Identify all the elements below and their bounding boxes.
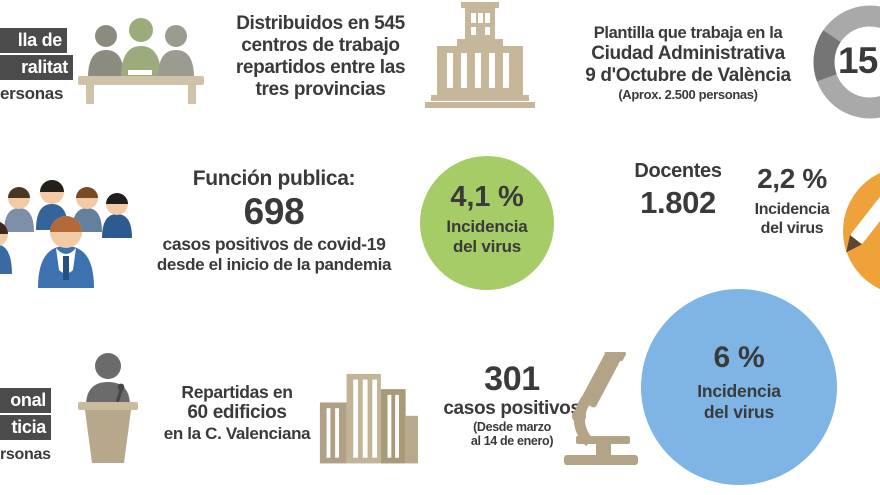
office-buildings-icon bbox=[319, 373, 418, 464]
government-building-icon bbox=[425, 2, 535, 108]
incidencia-justicia-line-1: Incidencia bbox=[697, 381, 781, 401]
incidencia-docentes-text: 2,2 % Incidencia del virus bbox=[737, 163, 847, 239]
incidencia-justicia-value: 6 % bbox=[713, 341, 765, 374]
docentes-text: Docentes 1.802 bbox=[618, 160, 738, 221]
casos-justicia-value: 301 bbox=[484, 360, 540, 398]
incidencia-justicia-line-2: del virus bbox=[703, 402, 775, 422]
ciudad-administrativa-text: Plantilla que trabaja en la Ciudad Admin… bbox=[564, 24, 812, 102]
edificios-line-3: en la C. Valenciana bbox=[163, 424, 311, 444]
funcion-publica-line-2: desde el inicio de la pandemia bbox=[156, 254, 392, 274]
podium-speaker-icon bbox=[78, 353, 138, 463]
microscope-icon bbox=[564, 352, 638, 465]
generalitat-tag-line2: ralitat bbox=[0, 55, 73, 80]
casos-justicia-line-2: (Desde marzo bbox=[473, 419, 551, 434]
incidencia-funcion-line-2: del virus bbox=[452, 237, 522, 256]
pencil-icon bbox=[846, 190, 880, 253]
funcion-publica-text: Función publica: 698 casos positivos de … bbox=[134, 167, 414, 274]
casos-justicia-line-1: casos positivos bbox=[443, 397, 581, 419]
incidencia-funcion-line-1: Incidencia bbox=[446, 217, 528, 236]
funcion-publica-title: Función publica: bbox=[192, 167, 356, 190]
justicia-personas-partial: rsonas bbox=[0, 446, 51, 463]
justicia-tag-line2: ticia bbox=[0, 415, 51, 440]
incidencia-docentes-line-2: del virus bbox=[760, 220, 824, 238]
incidencia-justicia-circle: 6 % Incidencia del virus bbox=[641, 289, 837, 485]
docentes-title: Docentes bbox=[634, 160, 722, 182]
edificios-line-1: Repartidas en bbox=[181, 382, 293, 402]
public-workers-group-icon bbox=[0, 180, 132, 288]
incidencia-docentes-value: 2,2 % bbox=[757, 163, 827, 194]
distribution-line-4: tres provincias bbox=[255, 79, 386, 101]
incidencia-funcion-circle: 4,1 % Incidencia del virus bbox=[420, 156, 554, 290]
casos-justicia-text: 301 casos positivos (Desde marzo al 14 d… bbox=[422, 360, 602, 449]
generalitat-tag-line1: lla de bbox=[0, 28, 67, 53]
distribution-line-3: repartidos entre las bbox=[235, 57, 406, 79]
distribution-text: Distribuidos en 545 centros de trabajo r… bbox=[213, 13, 428, 101]
docentes-value: 1.802 bbox=[640, 185, 716, 221]
funcion-publica-cases: 698 bbox=[243, 191, 305, 233]
generalitat-personas-partial: ersonas bbox=[0, 84, 64, 103]
casos-justicia-line-3: al 14 de enero) bbox=[470, 434, 554, 449]
ciudad-line-1: Plantilla que trabaja en la bbox=[593, 24, 783, 42]
edificios-line-2: 60 edificios bbox=[187, 402, 287, 424]
donut-chart bbox=[813, 5, 880, 119]
distribution-line-2: centros de trabajo bbox=[241, 35, 400, 57]
ciudad-line-3: 9 d'Octubre de València bbox=[585, 65, 791, 87]
justicia-tag-line1: onal bbox=[0, 388, 51, 413]
incidencia-funcion-value: 4,1 % bbox=[450, 181, 524, 213]
distribution-line-1: Distribuidos en 545 bbox=[236, 13, 405, 34]
funcion-publica-line-1: casos positivos de covid-19 bbox=[162, 234, 386, 255]
edificios-text: Repartidas en 60 edificios en la C. Vale… bbox=[152, 382, 322, 444]
ciudad-line-4: (Aprox. 2.500 personas) bbox=[618, 87, 758, 103]
docentes-orange-circle bbox=[843, 167, 880, 295]
meeting-people-icon bbox=[78, 18, 204, 104]
donut-value: 15 bbox=[838, 40, 878, 81]
ciudad-line-2: Ciudad Administrativa bbox=[591, 43, 785, 65]
incidencia-docentes-line-1: Incidencia bbox=[754, 201, 830, 219]
